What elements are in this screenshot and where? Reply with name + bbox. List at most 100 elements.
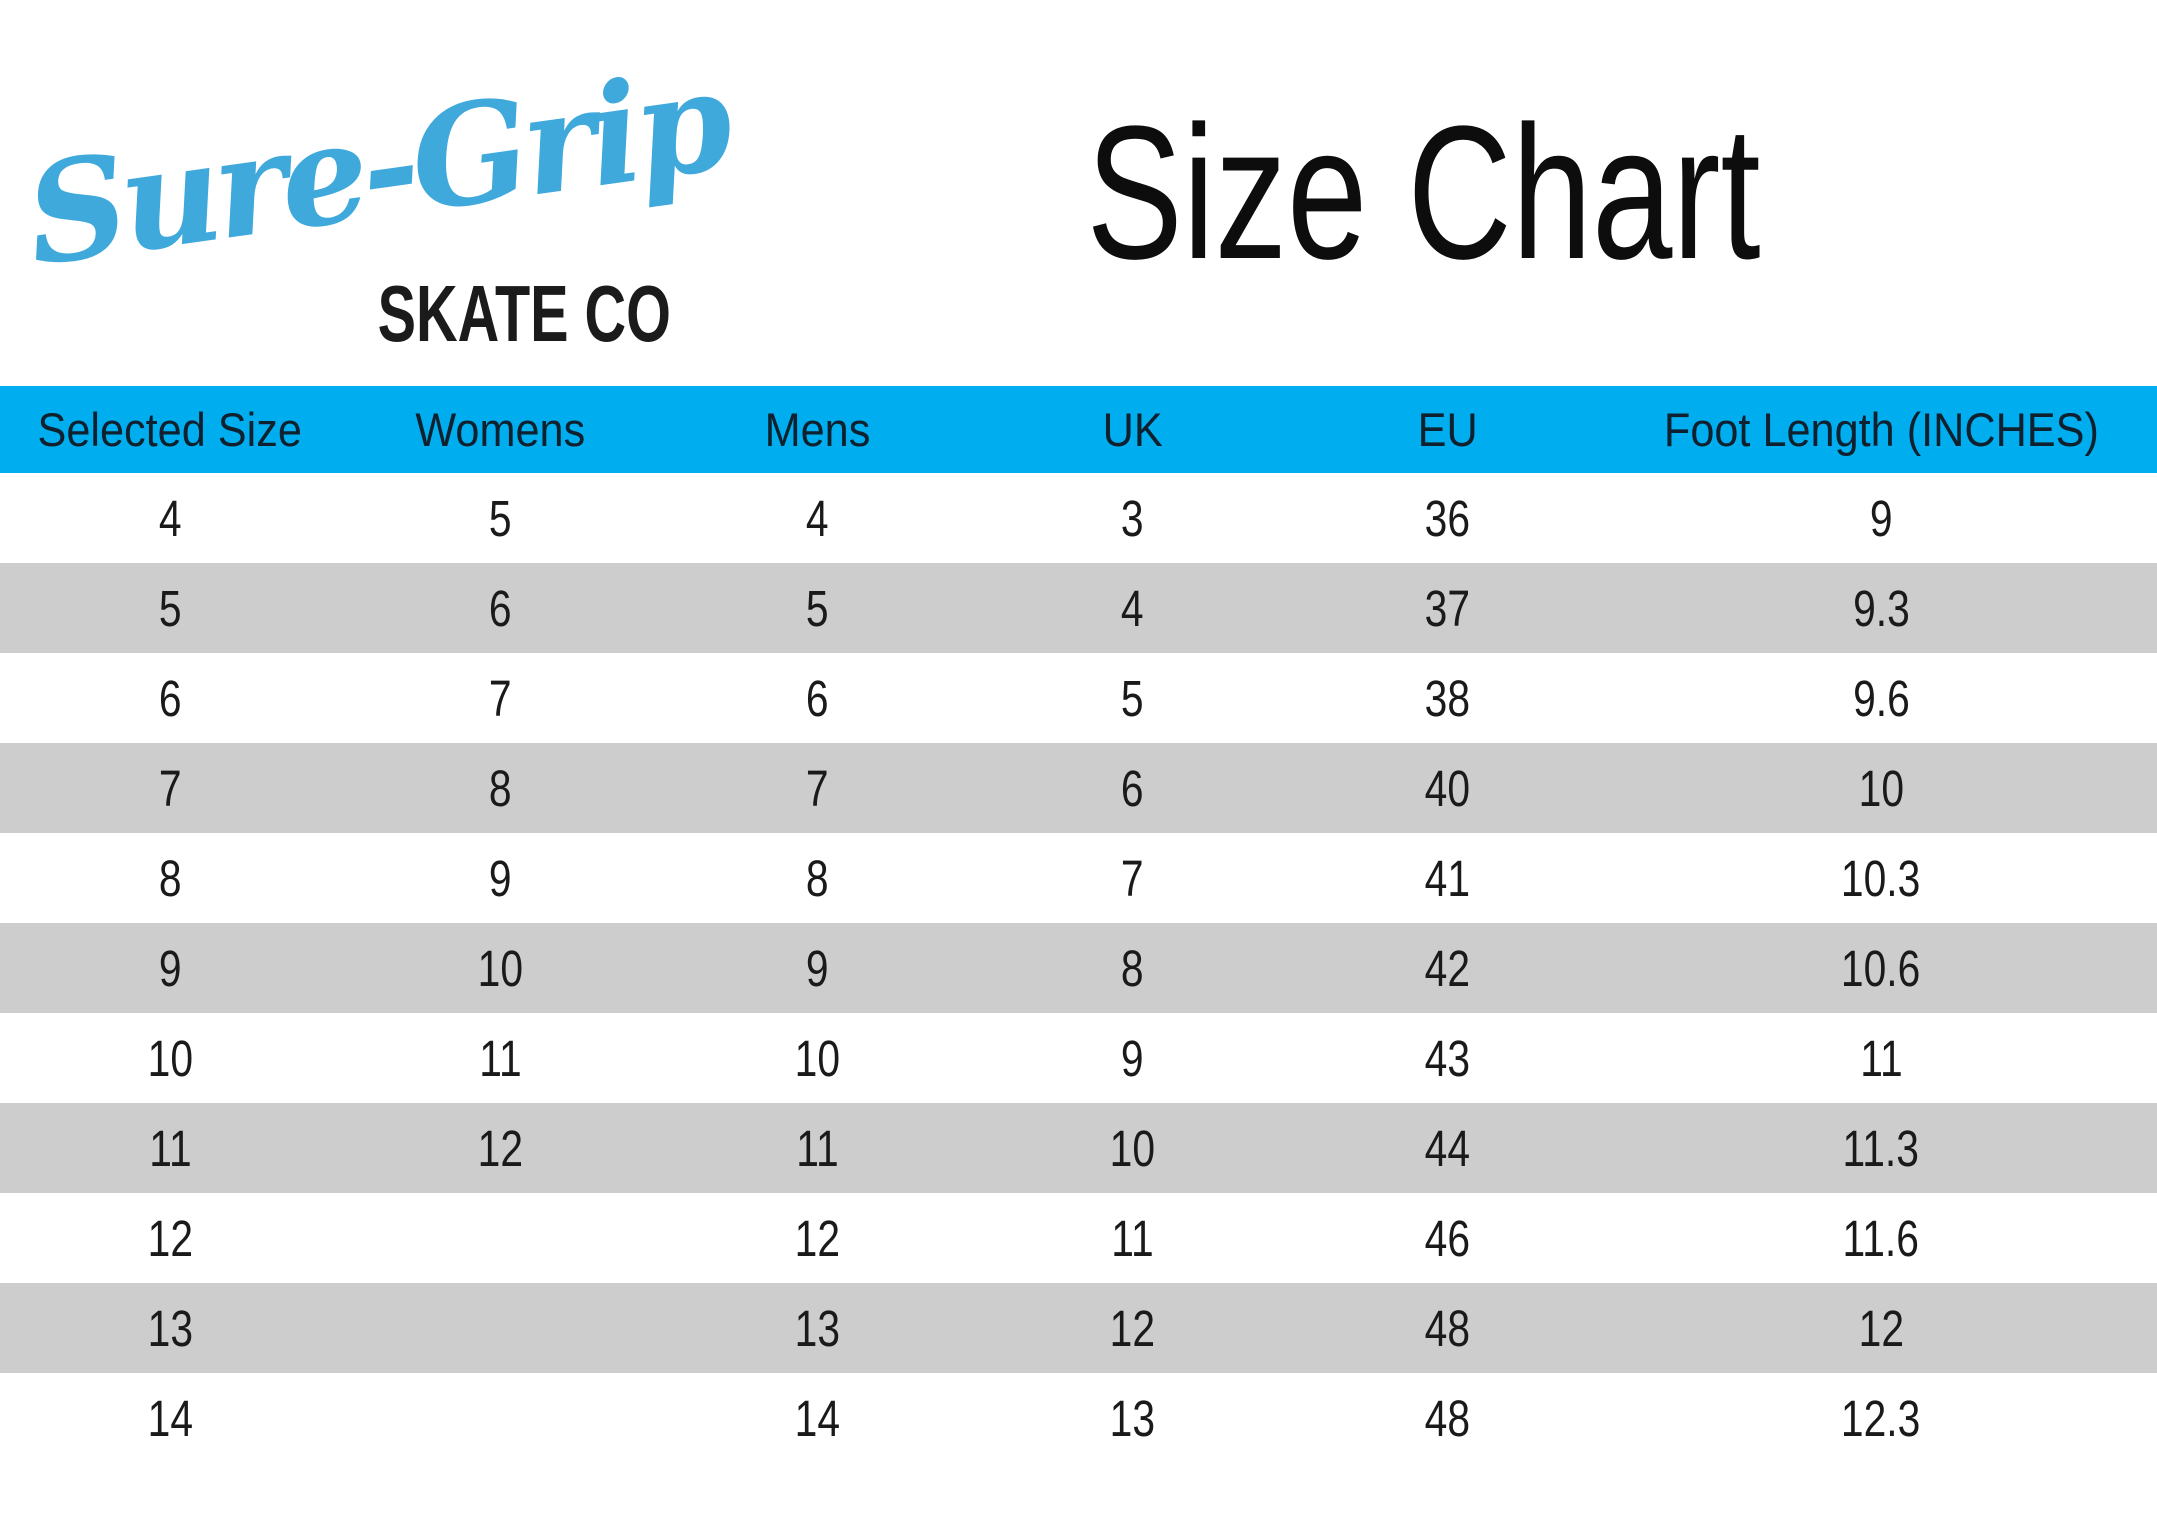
table-cell-text: 9 [1121, 1029, 1144, 1087]
table-row: 4 5 4 3 36 9 [0, 473, 2157, 563]
table-row: 13 13 12 48 12 [0, 1283, 2157, 1373]
column-header-2: Mens [660, 402, 975, 457]
table-row: 6 7 6 5 38 9.6 [0, 653, 2157, 743]
column-header-4: EU [1290, 402, 1605, 457]
table-cell-text: 7 [806, 759, 829, 817]
table-row: 8 9 8 7 41 10.3 [0, 833, 2157, 923]
table-cell-text: 12 [794, 1209, 841, 1267]
table-cell-text: 12 [1109, 1299, 1156, 1357]
table-cell: 42 [1290, 939, 1605, 998]
table-cell-text: 10.6 [1841, 939, 1921, 997]
table-cell: 12 [340, 1119, 660, 1178]
column-header-0: Selected Size [0, 402, 340, 457]
table-cell-text: 6 [158, 669, 182, 727]
table-cell-text: 5 [158, 579, 182, 637]
table-cell: 11 [340, 1029, 660, 1088]
table-cell: 10 [975, 1119, 1290, 1178]
table-cell-text: 46 [1424, 1209, 1471, 1267]
table-cell: 5 [660, 579, 975, 638]
table-cell: 11 [660, 1119, 975, 1178]
table-cell-text: 10 [147, 1029, 193, 1087]
column-header-5: Foot Length (INCHES) [1605, 402, 2157, 457]
column-header-3-text: UK [1102, 403, 1163, 456]
table-cell-text: 10.3 [1841, 849, 1921, 907]
brand-logo: Sure-Grip SKATE CO [0, 0, 736, 380]
table-cell: 4 [975, 579, 1290, 638]
table-cell [340, 1209, 660, 1268]
table-cell-text: 48 [1424, 1389, 1471, 1447]
table-cell-text: 5 [488, 489, 512, 547]
table-cell: 10.6 [1605, 939, 2157, 998]
table-cell-text: 7 [1121, 849, 1144, 907]
table-cell: 9 [0, 939, 340, 998]
table-cell: 4 [0, 489, 340, 548]
table-cell-text: 4 [158, 489, 182, 547]
table-cell-text: 4 [806, 489, 829, 547]
size-table-header-row: Selected Size Womens Mens UK EU Foot Length (… [0, 386, 2157, 473]
table-cell-text: 8 [488, 759, 512, 817]
table-cell: 9 [1605, 489, 2157, 548]
table-cell: 6 [975, 759, 1290, 818]
table-cell-text: 11.3 [1842, 1119, 1920, 1177]
table-cell: 8 [975, 939, 1290, 998]
table-cell: 11 [1605, 1029, 2157, 1088]
table-cell: 43 [1290, 1029, 1605, 1088]
table-row: 14 14 13 48 12.3 [0, 1373, 2157, 1463]
table-cell-text: 3 [1121, 489, 1144, 547]
table-cell-text: 11 [478, 1029, 522, 1087]
table-cell: 44 [1290, 1119, 1605, 1178]
table-cell-text: 48 [1424, 1299, 1471, 1357]
table-cell-text: 9.3 [1852, 579, 1910, 637]
table-cell: 36 [1290, 489, 1605, 548]
table-cell-text: 11 [1111, 1209, 1154, 1267]
table-cell: 11 [0, 1119, 340, 1178]
table-cell-text: 11 [796, 1119, 839, 1177]
table-cell: 9 [340, 849, 660, 908]
column-header-3: UK [975, 402, 1290, 457]
table-cell: 13 [660, 1299, 975, 1358]
table-cell-text: 5 [1121, 669, 1144, 727]
table-cell: 8 [0, 849, 340, 908]
table-cell-text: 7 [488, 669, 512, 727]
table-cell: 7 [0, 759, 340, 818]
table-cell-text: 14 [147, 1389, 193, 1447]
table-cell-text: 10 [1858, 759, 1904, 817]
table-cell: 12 [0, 1209, 340, 1268]
table-cell-text: 10 [1109, 1119, 1156, 1177]
table-cell-text: 10 [794, 1029, 841, 1087]
table-cell: 5 [975, 669, 1290, 728]
table-cell-text: 40 [1424, 759, 1471, 817]
table-cell: 7 [660, 759, 975, 818]
table-cell-text: 8 [1121, 939, 1144, 997]
table-cell: 9.6 [1605, 669, 2157, 728]
table-cell [340, 1299, 660, 1358]
table-cell: 10 [0, 1029, 340, 1088]
page-title: Size Chart [980, 98, 1820, 288]
table-cell: 5 [340, 489, 660, 548]
table-cell: 46 [1290, 1209, 1605, 1268]
table-cell-text: 8 [158, 849, 182, 907]
table-cell: 12 [1605, 1299, 2157, 1358]
page-title-text: Size Chart [1086, 87, 1761, 299]
table-cell-text: 37 [1424, 579, 1471, 637]
table-row: 11 12 11 10 44 11.3 [0, 1103, 2157, 1193]
table-cell: 8 [660, 849, 975, 908]
table-row: 10 11 10 9 43 11 [0, 1013, 2157, 1103]
table-cell-text: 11 [1859, 1029, 1903, 1087]
table-cell: 12 [660, 1209, 975, 1268]
table-cell: 37 [1290, 579, 1605, 638]
table-cell-text: 38 [1424, 669, 1471, 727]
table-cell: 12 [975, 1299, 1290, 1358]
table-cell: 8 [340, 759, 660, 818]
table-cell-text: 9 [1869, 489, 1893, 547]
column-header-5-text: Foot Length (INCHES) [1663, 403, 2099, 456]
table-cell-text: 6 [1121, 759, 1144, 817]
table-cell: 40 [1290, 759, 1605, 818]
table-cell-text: 36 [1424, 489, 1471, 547]
table-row: 9 10 9 8 42 10.6 [0, 923, 2157, 1013]
column-header-1: Womens [340, 402, 660, 457]
column-header-4-text: EU [1417, 403, 1478, 456]
table-cell: 48 [1290, 1299, 1605, 1358]
table-cell: 48 [1290, 1389, 1605, 1448]
